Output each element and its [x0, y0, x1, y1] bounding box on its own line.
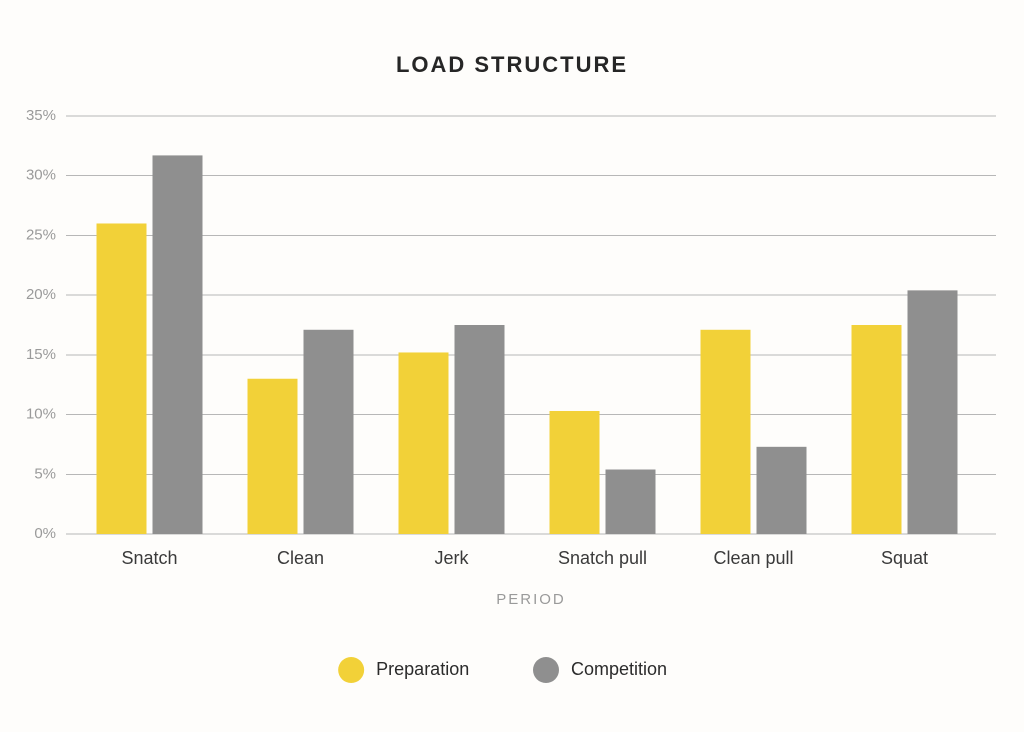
bar-chart-svg: 0%5%10%15%20%25%30%35%SnatchCleanJerkSna… — [0, 0, 1024, 732]
bar — [606, 470, 656, 534]
bar — [908, 290, 958, 534]
legend-marker — [533, 657, 559, 683]
y-tick-label: 10% — [26, 406, 56, 423]
x-axis-title: PERIOD — [496, 591, 566, 608]
x-tick-label: Clean pull — [713, 548, 793, 568]
bar — [757, 447, 807, 534]
chart-page: LOAD STRUCTURE 0%5%10%15%20%25%30%35%Sna… — [0, 0, 1024, 732]
y-tick-label: 15% — [26, 346, 56, 363]
legend-marker — [338, 657, 364, 683]
x-tick-label: Snatch pull — [558, 548, 647, 568]
y-tick-label: 20% — [26, 286, 56, 303]
x-tick-label: Squat — [881, 548, 928, 568]
bar — [455, 325, 505, 534]
y-tick-label: 25% — [26, 226, 56, 243]
bar — [399, 352, 449, 534]
x-tick-label: Jerk — [434, 548, 469, 568]
x-ticks: Snatch Clean Jerk Snatch pull Clean pull Squa… — [121, 548, 928, 568]
y-tick-label: 0% — [34, 525, 56, 542]
bar — [852, 325, 902, 534]
legend-label: Preparation — [376, 659, 469, 679]
bar — [304, 330, 354, 534]
x-tick-label: Clean — [277, 548, 324, 568]
y-tick-label: 5% — [34, 465, 56, 482]
legend-label: Competition — [571, 659, 667, 679]
bar — [248, 379, 298, 534]
bar — [701, 330, 751, 534]
bar — [550, 411, 600, 534]
legend: Preparation Competition — [338, 657, 667, 683]
bars-group — [97, 155, 958, 534]
bar — [97, 223, 147, 534]
y-tick-label: 35% — [26, 107, 56, 124]
x-tick-label: Snatch — [121, 548, 177, 568]
bar — [153, 155, 203, 534]
y-tick-label: 30% — [26, 167, 56, 184]
